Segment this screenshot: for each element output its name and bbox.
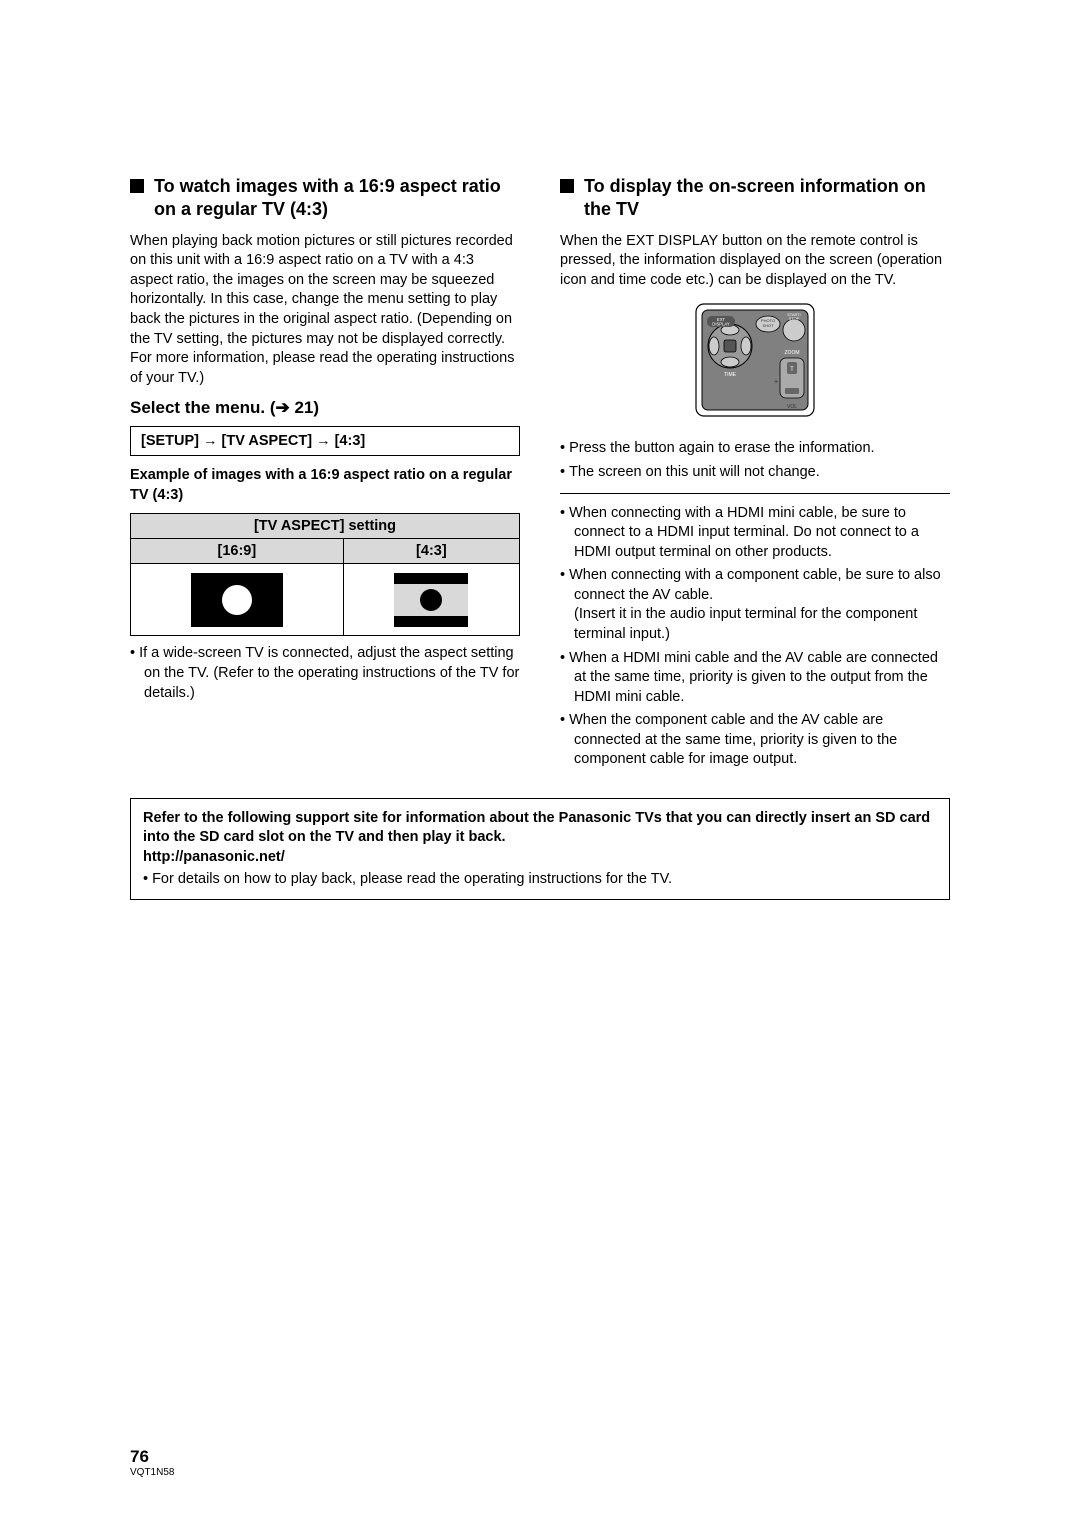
heading-square-icon xyxy=(130,179,144,193)
table-col-169: [16:9] xyxy=(131,539,344,564)
wide-tv-icon xyxy=(191,573,283,627)
letterbox-tv-icon xyxy=(394,573,468,627)
left-note-bullet: If a wide-screen TV is connected, adjust… xyxy=(130,644,520,703)
right-bullet-bottom-1: When connecting with a component cable, … xyxy=(560,566,950,644)
right-bullet-bottom-3: When the component cable and the AV cabl… xyxy=(560,711,950,770)
two-column-layout: To watch images with a 16:9 aspect ratio… xyxy=(130,175,950,774)
left-heading: To watch images with a 16:9 aspect ratio… xyxy=(130,175,520,222)
example-caption: Example of images with a 16:9 aspect rat… xyxy=(130,466,520,505)
right-bullet-bottom-0: When connecting with a HDMI mini cable, … xyxy=(560,504,950,563)
right-bullet-bottom-2: When a HDMI mini cable and the AV cable … xyxy=(560,649,950,708)
page-number: 76 xyxy=(130,1447,174,1467)
heading-square-icon xyxy=(560,179,574,193)
left-body: When playing back motion pictures or sti… xyxy=(130,232,520,389)
page-footer: 76 VQT1N58 xyxy=(130,1447,174,1478)
right-bullet-top-0: Press the button again to erase the info… xyxy=(560,439,950,459)
select-menu-page: 21) xyxy=(294,398,319,417)
svg-text:T: T xyxy=(790,367,794,373)
support-box: Refer to the following support site for … xyxy=(130,798,950,900)
table-cell-43 xyxy=(343,564,519,636)
tv-aspect-table: [TV ASPECT] setting [16:9] [4:3] xyxy=(130,513,520,636)
right-column: To display the on-screen information on … xyxy=(560,175,950,774)
svg-text:VOL: VOL xyxy=(787,404,797,410)
svg-text:STOP: STOP xyxy=(789,316,800,321)
svg-text:+: + xyxy=(774,379,778,386)
remote-diagram: EXT DISPLAY TIME PHOTO SHOT START/ STOP … xyxy=(560,300,950,425)
svg-text:DISPLAY: DISPLAY xyxy=(712,322,730,327)
right-heading: To display the on-screen information on … xyxy=(560,175,950,222)
menu-path-text: [SETUP] → [TV ASPECT] → [4:3] xyxy=(141,433,365,449)
support-bullet: For details on how to play back, please … xyxy=(143,870,937,890)
menu-path-box: [SETUP] → [TV ASPECT] → [4:3] xyxy=(130,426,520,456)
left-heading-text: To watch images with a 16:9 aspect ratio… xyxy=(154,175,520,222)
arrow-icon: ➔ xyxy=(275,398,289,418)
select-menu-prefix: Select the menu. ( xyxy=(130,398,275,417)
remote-icon: EXT DISPLAY TIME PHOTO SHOT START/ STOP … xyxy=(690,300,820,420)
table-col-43: [4:3] xyxy=(343,539,519,564)
right-heading-text: To display the on-screen information on … xyxy=(584,175,950,222)
time-label: TIME xyxy=(724,372,737,378)
svg-text:SHOT: SHOT xyxy=(762,323,774,328)
divider-line xyxy=(560,493,950,494)
left-column: To watch images with a 16:9 aspect ratio… xyxy=(130,175,520,774)
support-bold-text: Refer to the following support site for … xyxy=(143,809,937,868)
right-body: When the EXT DISPLAY button on the remot… xyxy=(560,232,950,291)
select-menu-line: Select the menu. (➔ 21) xyxy=(130,398,520,418)
table-cell-169 xyxy=(131,564,344,636)
table-header: [TV ASPECT] setting xyxy=(131,514,520,539)
doc-code: VQT1N58 xyxy=(130,1467,174,1478)
svg-text:ZOOM: ZOOM xyxy=(785,350,800,356)
right-bullet-top-1: The screen on this unit will not change. xyxy=(560,463,950,483)
